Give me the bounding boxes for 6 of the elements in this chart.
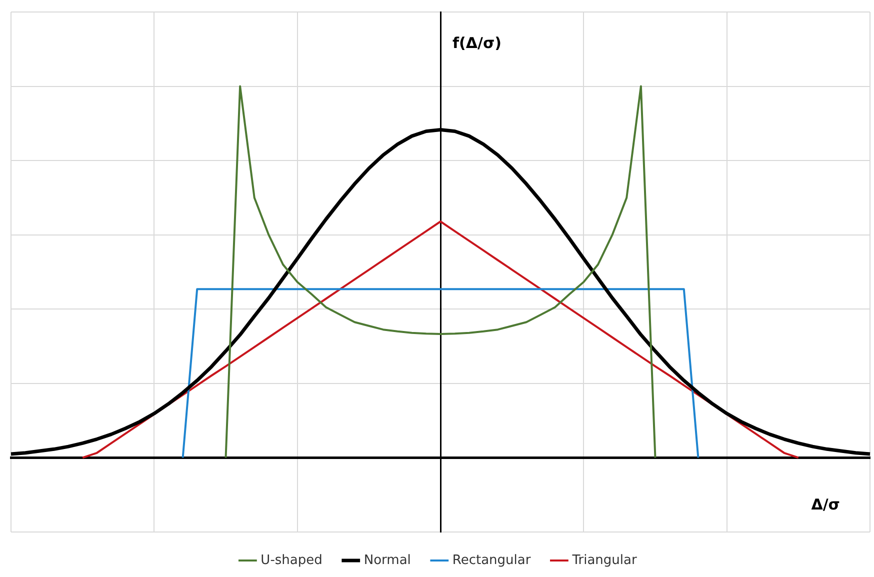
legend-label: Normal xyxy=(364,552,411,568)
legend-label: Rectangular xyxy=(452,552,532,568)
y-axis-title: f(Δ/σ) xyxy=(452,34,502,52)
legend-label: U-shaped xyxy=(260,552,322,568)
x-axis-title: Δ/σ xyxy=(811,496,840,514)
legend-label: Triangular xyxy=(571,552,638,568)
